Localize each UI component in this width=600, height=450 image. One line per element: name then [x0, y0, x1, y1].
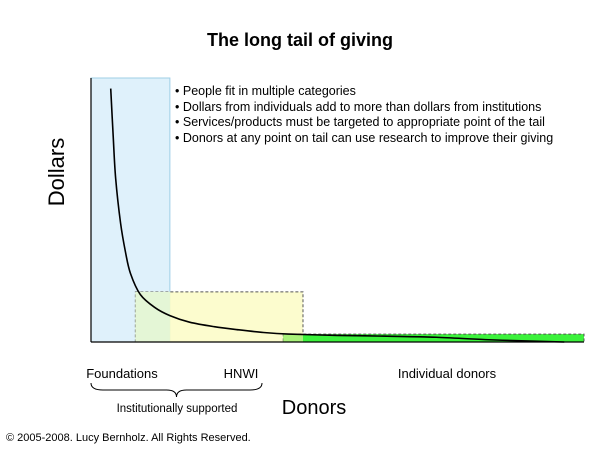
bracket-label: Institutionally supported [116, 403, 238, 415]
overlap-foundations-hnwi [135, 291, 170, 342]
bracket-shape [90, 382, 263, 398]
long-tail-curve [109, 88, 565, 343]
category-label-hnwi: HNWI [223, 366, 259, 381]
x-axis-label: Donors [281, 397, 347, 419]
notes-list: People fit in multiple categories Dollar… [175, 84, 585, 146]
copyright-text: © 2005-2008. Lucy Bernholz. All Rights R… [6, 432, 251, 444]
y-axis-label: Dollars [44, 137, 69, 207]
category-label-individual-donors: Individual donors [397, 366, 497, 381]
note-item: Dollars from individuals add to more tha… [175, 100, 585, 116]
overlap-hnwi-individual [283, 334, 303, 342]
note-item: People fit in multiple categories [175, 84, 585, 100]
chart-title: The long tail of giving [207, 30, 393, 50]
note-item: Services/products must be targeted to ap… [175, 115, 585, 131]
segment-individual-donors [282, 333, 585, 343]
category-label-foundations: Foundations [86, 366, 158, 381]
note-item: Donors at any point on tail can use rese… [175, 131, 585, 147]
